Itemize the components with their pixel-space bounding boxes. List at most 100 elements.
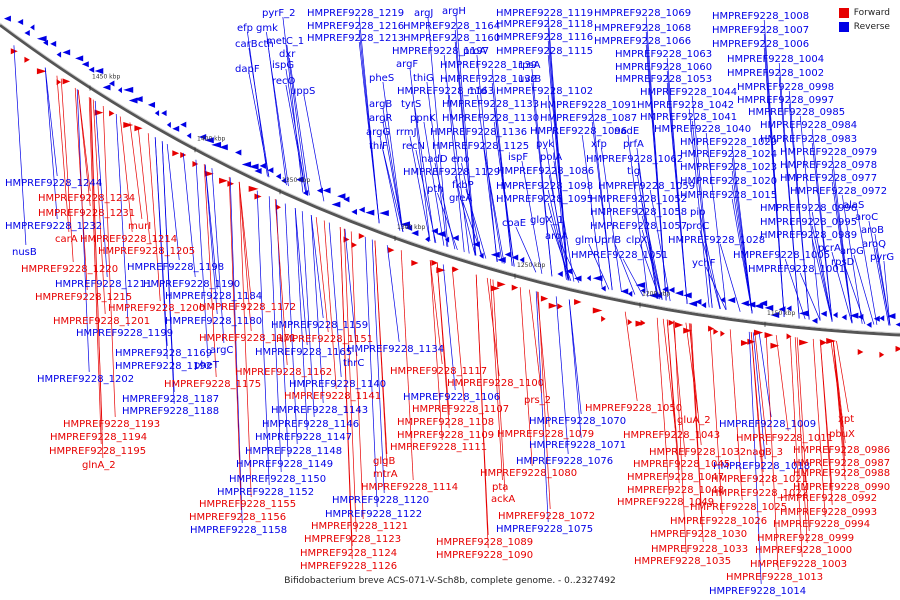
reverse-gene-arrow (849, 312, 859, 319)
gene-label: HMPREF9228_1063 (615, 49, 712, 60)
leader-line (434, 162, 456, 250)
gene-label: proA (463, 46, 486, 57)
leader-line (423, 121, 445, 246)
gene-label: HMPREF9228_1106 (403, 392, 500, 403)
forward-gene-arrow (879, 351, 885, 358)
gene-label: HMPREF9228_1214 (80, 234, 177, 245)
gene-label: HMPREF9228_1076 (516, 456, 613, 467)
gene-label: HMPREF9228_1033 (651, 544, 748, 555)
leader-line (521, 160, 543, 274)
gene-label: ispF (508, 152, 528, 163)
leader-line (531, 82, 553, 277)
gene-label: HMPREF9228_1193 (63, 419, 160, 430)
forward-gene-arrow (254, 193, 262, 200)
leader-line (547, 189, 569, 281)
leader-line (550, 223, 572, 282)
leader-line (819, 339, 833, 506)
reverse-gene-arrow (504, 251, 512, 258)
leader-line (811, 225, 833, 322)
leader-line (310, 214, 324, 319)
gene-label: carA (55, 234, 78, 245)
gene-label: HMPREF9228_1200 (108, 303, 205, 314)
leader-line (44, 67, 58, 220)
reverse-gene-arrow (895, 322, 900, 327)
forward-gene-arrow (895, 345, 900, 352)
reverse-gene-arrow (683, 292, 692, 299)
reverse-gene-arrow (281, 177, 287, 184)
leader-line (195, 159, 209, 359)
reverse-gene-arrow (219, 144, 228, 151)
reverse-gene-arrow (24, 30, 30, 37)
gene-label: HMPREF9228_1126 (300, 561, 397, 572)
gene-label: HMPREF9228_1005 (733, 250, 830, 261)
gene-label: HMPREF9228_0994 (773, 519, 870, 530)
gene-label: HMPREF9228_1107 (412, 404, 509, 415)
gene-label: HMPREF9228_1172 (199, 302, 296, 313)
forward-gene-arrow (109, 110, 115, 117)
leader-line (115, 114, 129, 327)
gene-label: argH (442, 6, 466, 17)
leader-line (94, 100, 108, 278)
gene-label: HMPREF9228_1049 (617, 497, 714, 508)
reverse-gene-arrow (62, 49, 71, 56)
forward-gene-arrow (574, 298, 582, 305)
gene-label: HMPREF9228_1148 (245, 446, 342, 457)
leader-line (641, 229, 663, 300)
forward-gene-arrow (452, 266, 459, 273)
gene-label: HMPREF9228_1130 (442, 113, 539, 124)
reverse-gene-arrow (519, 256, 525, 263)
leader-line (491, 82, 513, 267)
forward-gene-arrow (436, 267, 446, 274)
reverse-gene-arrow (56, 51, 62, 58)
leader-line (754, 332, 768, 446)
reverse-gene-arrow (134, 96, 143, 103)
gene-label: HMPREF9228_1150 (229, 474, 326, 485)
leader-line (729, 329, 743, 501)
forward-gene-arrow (204, 170, 214, 177)
gene-label: HMPREF9228_1030 (650, 529, 747, 540)
leader-line (853, 254, 875, 325)
leader-line (454, 41, 476, 256)
gene-label: HMPREF9228_1114 (361, 482, 458, 493)
gene-label: glgB (373, 456, 395, 467)
gene-label: thiG (413, 73, 434, 84)
tick-label: 1300 kbp (397, 224, 425, 231)
leader-line (515, 226, 537, 273)
leader-line (519, 287, 533, 467)
gene-label: HMPREF9228_1004 (727, 54, 824, 65)
leader-line (811, 211, 833, 322)
gene-label: cth (258, 39, 274, 50)
reverse-gene-arrow (400, 221, 410, 228)
leader-line (76, 89, 90, 373)
leader-line (129, 122, 143, 220)
leader-line (382, 107, 404, 232)
reverse-gene-arrow (640, 287, 646, 294)
gene-label: HMPREF9228_1216 (307, 21, 404, 32)
gene-label: HMPREF9228_1014 (709, 586, 806, 597)
gene-label: HMPREF9228_0988 (793, 468, 890, 479)
gene-label: HMPREF9228_1219 (307, 8, 404, 19)
forward-gene-arrow (640, 319, 646, 326)
leader-line (731, 170, 753, 314)
leader-line (656, 317, 670, 496)
tick-label: 1200 kbp (642, 291, 670, 298)
gene-label: HMPREF9228_1011 (736, 433, 833, 444)
forward-gene-arrow (172, 150, 180, 157)
gene-label: clpX (626, 235, 648, 246)
leader-line (358, 41, 380, 224)
leader-line (799, 115, 821, 321)
leader-line (789, 336, 803, 558)
gene-label: pyrF_2 (262, 8, 296, 19)
leader-line (294, 208, 308, 431)
leader-line (883, 260, 891, 326)
leader-line (415, 149, 437, 244)
gene-label: HMPREF9228_1192 (115, 361, 212, 372)
gene-label: HMPREF9228_1026 (670, 516, 767, 527)
leader-line (547, 202, 569, 281)
gene-label: pheS (369, 73, 394, 84)
leader-line (831, 251, 853, 324)
gene-label: pyrG (870, 252, 894, 263)
leader-line (154, 137, 168, 360)
gene-label: HMPREF9228_1079 (497, 429, 594, 440)
leader-line (775, 335, 789, 432)
